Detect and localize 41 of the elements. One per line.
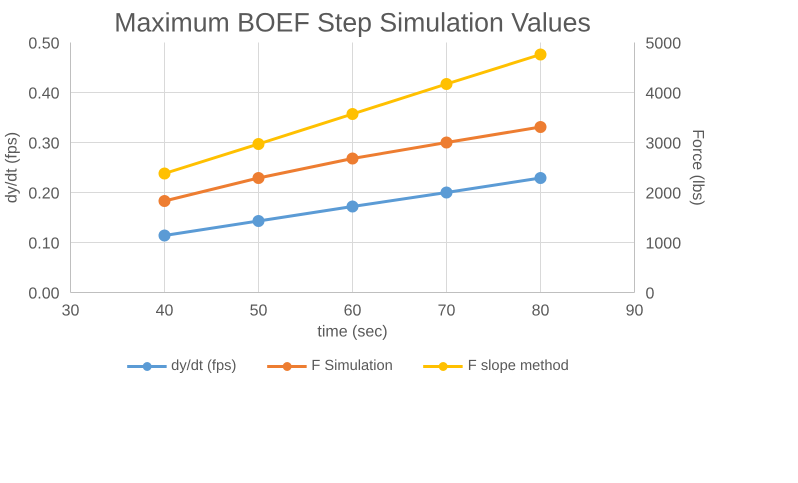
y2-tick-label: 2000 <box>646 186 682 202</box>
x-tick-label: 60 <box>344 302 362 320</box>
point <box>440 186 452 198</box>
point <box>252 138 264 150</box>
point <box>252 172 264 184</box>
y-tick-label: 0.30 <box>28 136 60 152</box>
x-axis-title: time (sec) <box>317 324 388 340</box>
point <box>252 215 264 227</box>
y2-tick-label: 1000 <box>646 236 682 252</box>
legend-label: dy/dt (fps) <box>171 358 236 374</box>
legend-label: F slope method <box>468 358 569 374</box>
y-tick-label: 0.00 <box>28 286 60 302</box>
y-axis-title: dy/dt (fps) <box>3 132 20 204</box>
point <box>534 48 546 60</box>
point <box>346 108 358 120</box>
x-tick-label: 90 <box>626 302 644 320</box>
x-tick-label: 70 <box>438 302 456 320</box>
point <box>440 78 452 90</box>
x-tick-label: 80 <box>532 302 550 320</box>
y2-axis-title: Force (lbs) <box>689 129 706 206</box>
x-tick-label: 40 <box>156 302 174 320</box>
y-tick-label: 0.10 <box>28 236 60 252</box>
point <box>534 121 546 133</box>
y2-tick-label: 4000 <box>646 86 682 102</box>
y-tick-label: 0.50 <box>28 36 60 52</box>
y2-tick-label: 5000 <box>646 36 682 52</box>
y-tick-label: 0.40 <box>28 86 60 102</box>
point <box>440 136 452 148</box>
point <box>346 200 358 212</box>
y-tick-label: 0.20 <box>28 186 60 202</box>
point <box>158 230 170 242</box>
point <box>158 195 170 207</box>
point <box>158 168 170 180</box>
chart-title: Maximum BOEF Step Simulation Values <box>114 8 591 38</box>
point <box>534 172 546 184</box>
x-tick-label: 30 <box>62 302 80 320</box>
legend-label: F Simulation <box>311 358 393 374</box>
point <box>346 152 358 164</box>
y2-tick-label: 3000 <box>646 136 682 152</box>
y2-tick-label: 0 <box>646 286 654 302</box>
x-tick-label: 50 <box>250 302 268 320</box>
